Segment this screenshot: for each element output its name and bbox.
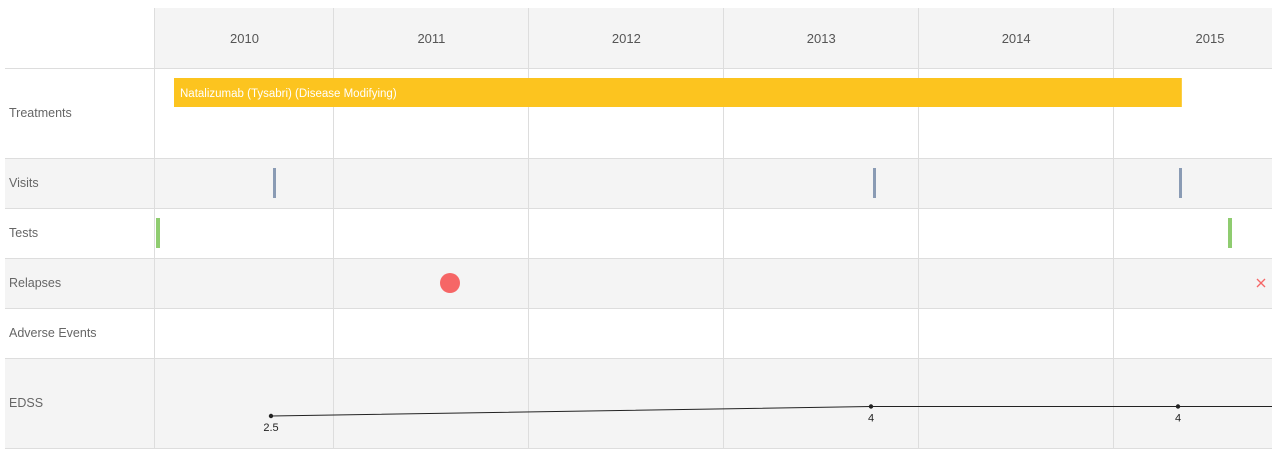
- year-label-2015: 2015: [1196, 31, 1225, 46]
- row-label-relapses: Relapses: [9, 276, 61, 290]
- year-header: 2010 2011 2012 2013 2014 2015: [230, 31, 1224, 46]
- row-bands: [5, 8, 1272, 448]
- relapse-marker[interactable]: [440, 273, 460, 293]
- edss-value-label: 2.5: [263, 422, 278, 434]
- year-label-2013: 2013: [807, 31, 836, 46]
- edss-line: [270, 406, 1272, 417]
- row-label-edss: EDSS: [9, 396, 43, 410]
- row-label-adverse-events: Adverse Events: [9, 326, 97, 340]
- test-marker[interactable]: [1228, 218, 1232, 248]
- edss-value-label: 4: [868, 413, 874, 425]
- row-labels: Treatments Visits Tests Relapses Adverse Eve…: [9, 106, 97, 410]
- test-marker[interactable]: [156, 218, 160, 248]
- edss-point[interactable]: [868, 404, 874, 409]
- row-label-tests: Tests: [9, 226, 38, 240]
- relapse-cross-marker[interactable]: [1256, 278, 1266, 288]
- year-label-2011: 2011: [417, 31, 445, 46]
- visit-marker[interactable]: [273, 168, 276, 198]
- row-label-treatments: Treatments: [9, 106, 72, 120]
- row-band-visits: [5, 158, 1272, 208]
- visit-marker[interactable]: [1179, 168, 1182, 198]
- visit-marker[interactable]: [873, 168, 876, 198]
- edss-value-label: 4: [1175, 413, 1181, 425]
- header-band: [155, 8, 1272, 68]
- row-band-edss: [5, 358, 1272, 448]
- edss-point[interactable]: [1175, 404, 1181, 409]
- treatment-label: Natalizumab (Tysabri) (Disease Modifying…: [180, 88, 397, 100]
- row-label-visits: Visits: [9, 176, 39, 190]
- year-label-2012: 2012: [612, 31, 641, 46]
- timeline-marks: Natalizumab (Tysabri) (Disease Modifying…: [156, 78, 1272, 434]
- year-label-2010: 2010: [230, 31, 259, 46]
- treatment-bar[interactable]: [174, 78, 1182, 107]
- year-label-2014: 2014: [1002, 31, 1031, 46]
- row-band-relapses: [5, 258, 1272, 308]
- edss-point[interactable]: [268, 413, 274, 419]
